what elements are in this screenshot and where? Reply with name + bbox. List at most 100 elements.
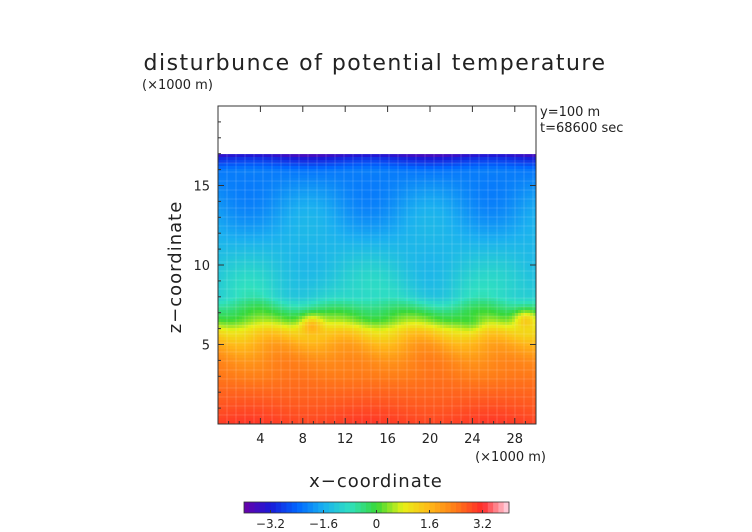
heatmap-cell [416,289,420,293]
heatmap-cell [284,289,288,293]
heatmap-cell [395,265,399,269]
heatmap-cell [512,184,516,188]
heatmap-cell [305,268,309,272]
heatmap-cell [299,205,303,209]
heatmap-cell [221,187,225,191]
heatmap-cell [494,280,498,284]
heatmap-cell [332,211,336,215]
heatmap-cell [506,238,510,242]
heatmap-cell [404,241,408,245]
heatmap-cell [347,193,351,197]
heatmap-cell [527,274,531,278]
heatmap-cell [269,178,273,182]
heatmap-cell [425,259,429,263]
heatmap-cell [374,196,378,200]
heatmap-cell [440,199,444,203]
heatmap-cell [524,199,528,203]
heatmap-cell [416,268,420,272]
heatmap-cell [392,220,396,224]
heatmap-cell [401,235,405,239]
heatmap-cell [377,253,381,257]
heatmap-cell [353,235,357,239]
heatmap-cell [251,187,255,191]
heatmap-cell [374,268,378,272]
heatmap-cell [500,265,504,269]
heatmap-cell [518,166,522,170]
heatmap-cell [434,253,438,257]
heatmap-cell [464,211,468,215]
heatmap-cell [368,154,372,158]
heatmap-cell [446,250,450,254]
heatmap-cell [239,202,243,206]
heatmap-cell [299,196,303,200]
heatmap-cell [260,229,264,233]
heatmap-cell [383,277,387,281]
heatmap-cell [359,187,363,191]
heatmap-cell [491,166,495,170]
heatmap-cell [266,211,270,215]
heatmap-cell [500,211,504,215]
heatmap-cell [311,178,315,182]
heatmap-cell [440,172,444,176]
heatmap-cell [224,214,228,218]
heatmap-cell [260,175,264,179]
heatmap-cell [524,259,528,263]
heatmap-cell [332,241,336,245]
heatmap-cell [269,157,273,161]
heatmap-cell [374,220,378,224]
heatmap-cell [509,193,513,197]
heatmap-cell [329,205,333,209]
heatmap-cell [260,247,264,251]
heatmap-cell [449,241,453,245]
heatmap-cell [464,223,468,227]
heatmap-cell [419,247,423,251]
heatmap-cell [419,187,423,191]
heatmap-cell [467,217,471,221]
heatmap-cell [437,226,441,230]
heatmap-cell [464,157,468,161]
heatmap-cell [326,271,330,275]
heatmap-cell [461,211,465,215]
heatmap-cell [227,241,231,245]
heatmap-cell [440,196,444,200]
heatmap-cell [437,232,441,236]
heatmap-cell [236,223,240,227]
heatmap-cell [494,241,498,245]
heatmap-cell [449,292,453,296]
heatmap-cell [461,253,465,257]
heatmap-cell [275,286,279,290]
heatmap-cell [386,169,390,173]
heatmap-cell [302,190,306,194]
heatmap-cell [509,280,513,284]
heatmap-cell [410,292,414,296]
heatmap-cell [335,229,339,233]
heatmap-cell [272,154,276,158]
heatmap-cell [527,172,531,176]
heatmap-cell [260,190,264,194]
heatmap-cell [425,160,429,164]
heatmap-cell [452,220,456,224]
heatmap-cell [293,280,297,284]
heatmap-cell [368,292,372,296]
heatmap-cell [356,232,360,236]
heatmap-cell [458,196,462,200]
heatmap-cell [416,163,420,167]
heatmap-cell [398,289,402,293]
heatmap-cell [380,205,384,209]
heatmap-cell [356,166,360,170]
heatmap-cell [239,280,243,284]
heatmap-cell [446,268,450,272]
heatmap-cell [311,169,315,173]
heatmap-cell [425,268,429,272]
heatmap-cell [368,277,372,281]
heatmap-cell [485,178,489,182]
heatmap-cell [248,241,252,245]
heatmap-cell [443,283,447,287]
heatmap-cell [410,172,414,176]
heatmap-cell [320,175,324,179]
heatmap-cell [293,169,297,173]
heatmap-cell [347,277,351,281]
heatmap-cell [353,253,357,257]
heatmap-cell [326,289,330,293]
heatmap-cell [359,250,363,254]
